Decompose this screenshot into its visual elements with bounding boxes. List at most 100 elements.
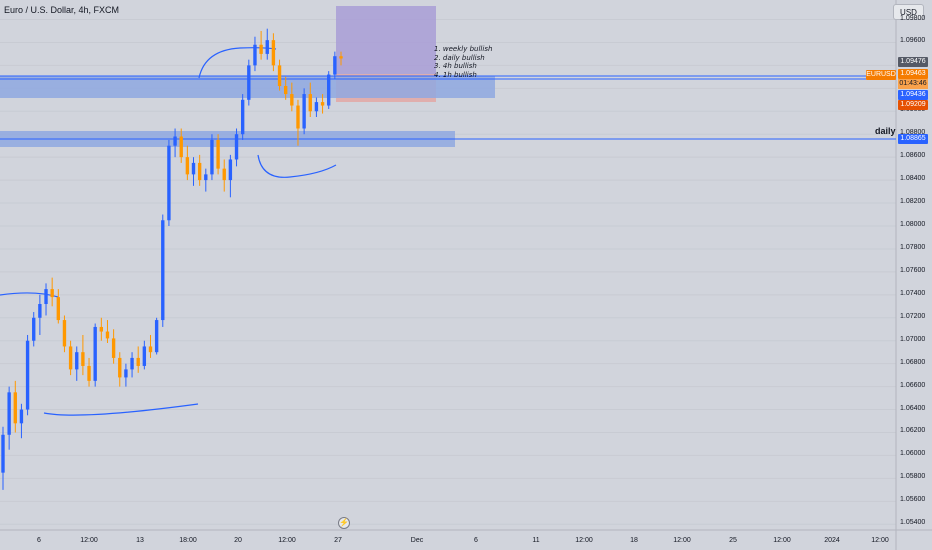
y-tick-label: 1.05600 bbox=[900, 496, 926, 504]
candle-body bbox=[222, 168, 226, 181]
x-tick-label: 27 bbox=[334, 537, 342, 544]
candle-body bbox=[148, 346, 153, 353]
candle-body bbox=[44, 289, 48, 305]
price-tag: 1.09436 bbox=[898, 90, 928, 100]
x-tick-label: 18:00 bbox=[179, 537, 197, 544]
candle-body bbox=[240, 99, 245, 135]
candle-body bbox=[271, 40, 276, 66]
candle-body bbox=[124, 369, 128, 378]
x-tick-label: 20 bbox=[234, 537, 242, 544]
candle-body bbox=[314, 102, 319, 112]
candle-body bbox=[62, 320, 67, 347]
candle-body bbox=[284, 86, 288, 95]
price-tag: 1.09209 bbox=[898, 100, 928, 110]
candle-body bbox=[136, 357, 140, 366]
y-tick-label: 1.07600 bbox=[900, 266, 926, 274]
y-tick-label: 1.08400 bbox=[900, 175, 926, 183]
x-tick-label: 12:00 bbox=[278, 537, 296, 544]
candle-body bbox=[19, 409, 24, 424]
candle-body bbox=[25, 340, 30, 410]
bar-countdown: 01:43:46 bbox=[898, 79, 928, 89]
x-tick-label: 6 bbox=[37, 537, 41, 544]
candle-body bbox=[302, 94, 306, 129]
y-tick-label: 1.07000 bbox=[900, 335, 926, 343]
candle-body bbox=[197, 162, 202, 181]
candle-body bbox=[56, 297, 60, 321]
candle-body bbox=[333, 56, 337, 75]
candle-body bbox=[204, 174, 208, 181]
price-tag: 1.08865 bbox=[898, 134, 928, 144]
y-tick-label: 1.08600 bbox=[900, 152, 926, 160]
candle-body bbox=[161, 220, 165, 321]
candle-body bbox=[210, 139, 214, 175]
candle-body bbox=[185, 157, 190, 175]
candle-body bbox=[105, 331, 110, 339]
candle-body bbox=[228, 159, 233, 181]
candle-body bbox=[253, 44, 257, 66]
candle-body bbox=[173, 136, 177, 146]
x-tick-label: Dec bbox=[410, 537, 424, 544]
y-tick-label: 1.06800 bbox=[900, 358, 926, 366]
y-tick-label: 1.06600 bbox=[900, 381, 926, 389]
daily-zone-label: daily bbox=[875, 126, 896, 136]
y-tick-label: 1.08800 bbox=[900, 129, 926, 137]
y-tick-label: 1.07800 bbox=[900, 243, 926, 251]
candle-body bbox=[38, 304, 42, 318]
candle-body bbox=[118, 357, 122, 378]
x-tick-label: 12:00 bbox=[673, 537, 691, 544]
candle-body bbox=[247, 65, 251, 100]
target-box-upper bbox=[336, 6, 436, 74]
candle-body bbox=[13, 392, 17, 424]
candle-body bbox=[154, 320, 159, 353]
candle-body bbox=[290, 94, 294, 106]
candle-body bbox=[93, 326, 97, 381]
candle-body bbox=[308, 94, 312, 112]
candle-body bbox=[142, 346, 147, 366]
x-tick-label: 25 bbox=[729, 537, 737, 544]
drawn-curve bbox=[257, 154, 337, 178]
candle-body bbox=[130, 357, 134, 370]
candle-body bbox=[277, 65, 282, 87]
x-tick-label: 12:00 bbox=[575, 537, 593, 544]
y-tick-label: 1.05400 bbox=[900, 519, 926, 527]
price-tag: 1.09476 bbox=[898, 57, 928, 67]
note-item: 1. weekly bullish bbox=[434, 45, 493, 53]
candle-body bbox=[167, 145, 171, 221]
currency-button[interactable]: USD bbox=[893, 4, 924, 20]
candle-body bbox=[191, 162, 196, 175]
candle-body bbox=[75, 352, 79, 370]
x-tick-label: 12:00 bbox=[773, 537, 791, 544]
y-tick-label: 1.06400 bbox=[900, 404, 926, 412]
y-tick-label: 1.08200 bbox=[900, 198, 926, 206]
drawn-curve bbox=[43, 403, 199, 416]
y-tick-label: 1.09600 bbox=[900, 37, 926, 45]
candle-body bbox=[7, 392, 11, 435]
x-tick-label: 12:00 bbox=[871, 537, 889, 544]
note-item: 4. 1h bullish bbox=[434, 70, 477, 79]
candle-body bbox=[1, 434, 5, 473]
chart-title: Euro / U.S. Dollar, 4h, FXCM bbox=[4, 5, 120, 15]
y-tick-label: 1.06000 bbox=[900, 450, 926, 458]
candle-body bbox=[296, 105, 300, 129]
candle-body bbox=[327, 74, 331, 106]
candle-body bbox=[320, 102, 325, 106]
y-tick-label: 1.08000 bbox=[900, 220, 926, 228]
analysis-notes: 1. weekly bullish 2. daily bullish 3. 4h… bbox=[434, 45, 492, 79]
candle-body bbox=[87, 365, 91, 381]
x-tick-label: 6 bbox=[474, 537, 478, 544]
lightning-icon[interactable]: ⚡ bbox=[338, 517, 350, 529]
candle-body bbox=[216, 139, 220, 169]
candle-body bbox=[265, 40, 269, 54]
y-tick-label: 1.05800 bbox=[900, 473, 926, 481]
y-tick-label: 1.06200 bbox=[900, 427, 926, 435]
last-price-tag: 1.09463 bbox=[898, 69, 928, 79]
y-tick-label: 1.07400 bbox=[900, 289, 926, 297]
candle-body bbox=[111, 338, 116, 358]
candle-body bbox=[179, 136, 183, 158]
symbol-tag: EURUSD bbox=[866, 70, 896, 80]
x-tick-label: 2024 bbox=[824, 537, 840, 544]
x-tick-label: 13 bbox=[136, 537, 144, 544]
candle-body bbox=[81, 352, 85, 366]
